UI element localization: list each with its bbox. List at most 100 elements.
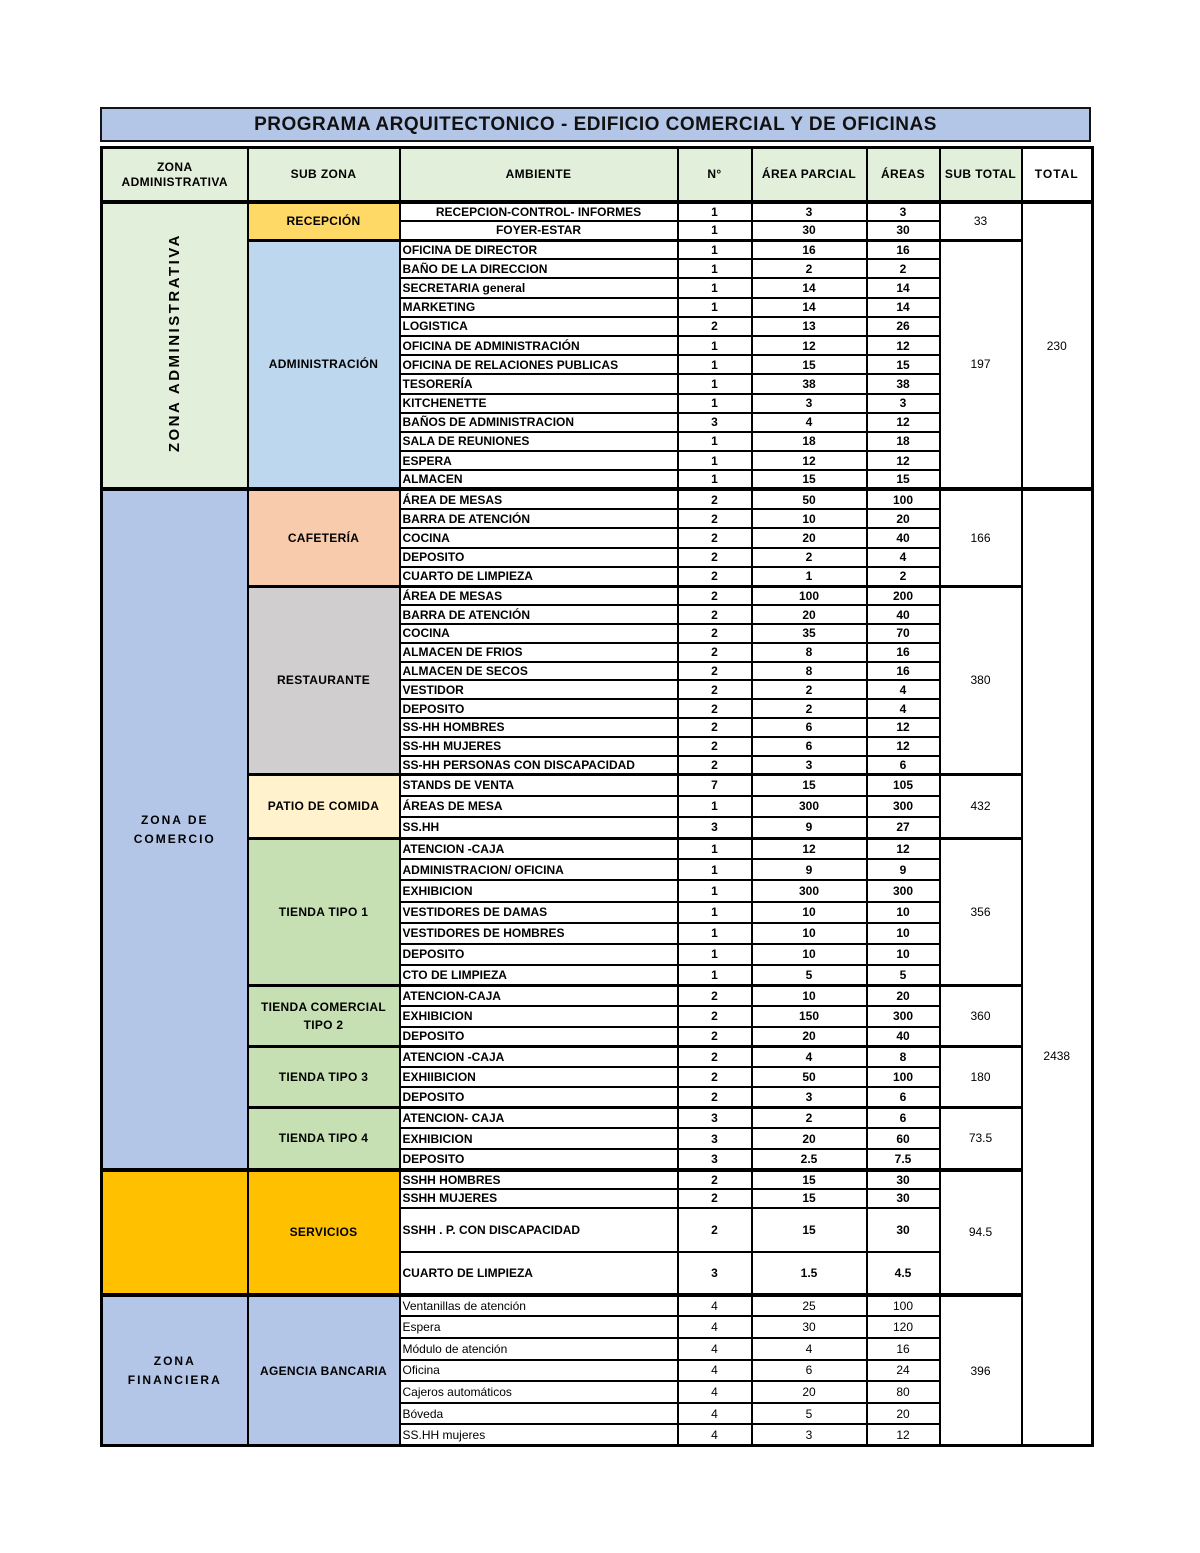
column-header-reas: ÁREAS bbox=[865, 146, 941, 203]
area-parcial-cell: 300 bbox=[750, 879, 868, 903]
subtotal-cell-agencia-bancaria: 396 bbox=[938, 1292, 1023, 1447]
ambiente-cell: OFICINA DE ADMINISTRACIÓN bbox=[398, 334, 679, 357]
table-row: BARRA DE ATENCIÓN 2 20 40 bbox=[102, 604, 1093, 625]
subtotal-cell-tienda-tipo-4: 73.5 bbox=[938, 1106, 1023, 1171]
area-parcial-cell: 20 bbox=[750, 1127, 868, 1151]
n-cell: 1 bbox=[676, 334, 753, 357]
zone-label: ZONA FINANCIERA bbox=[127, 1353, 222, 1387]
ambiente-cell: LOGISTICA bbox=[398, 315, 679, 337]
n-cell: 3 bbox=[676, 411, 753, 433]
ambiente-cell: OFICINA DE RELACIONES PUBLICAS bbox=[398, 354, 679, 376]
ambiente-cell: DEPOSITO bbox=[398, 1148, 679, 1171]
area-parcial-cell: 12 bbox=[750, 836, 868, 861]
subtotal-cell-patio-de-comida: 432 bbox=[938, 772, 1023, 840]
areas-cell: 12 bbox=[865, 450, 941, 472]
area-parcial-cell: 2 bbox=[750, 546, 868, 569]
areas-cell: 38 bbox=[865, 373, 941, 395]
areas-cell: 10 bbox=[865, 942, 941, 966]
subtotal-cell-tienda-tipo-1: 356 bbox=[938, 836, 1023, 987]
n-cell: 2 bbox=[676, 641, 753, 663]
ambiente-cell: ATENCION-CAJA bbox=[398, 984, 679, 1008]
n-cell: 1 bbox=[676, 921, 753, 945]
n-cell: 4 bbox=[676, 1401, 753, 1426]
areas-cell: 300 bbox=[865, 1005, 941, 1028]
table-row: TIENDA COMERCIAL TIPO 2 ATENCION-CAJA 2 10 2… bbox=[102, 984, 1093, 1048]
table-row: COCINA 2 35 70 bbox=[102, 622, 1093, 644]
table-row: ALMACEN DE FRIOS 2 8 16 bbox=[102, 641, 1093, 663]
n-cell: 3 bbox=[676, 1127, 753, 1151]
total-cell-comercio: 2438 bbox=[1020, 487, 1094, 1447]
column-header-rea-parcial: ÁREA PARCIAL bbox=[750, 146, 868, 203]
table-row: BARRA DE ATENCIÓN 2 10 20 bbox=[102, 507, 1093, 530]
area-parcial-cell: 2 bbox=[750, 1106, 868, 1130]
n-cell: 2 bbox=[676, 679, 753, 701]
n-cell: 2 bbox=[676, 1187, 753, 1209]
ambiente-cell: ÁREA DE MESAS bbox=[398, 487, 679, 510]
ambiente-cell: KITCHENETTE bbox=[398, 392, 679, 414]
area-parcial-cell: 8 bbox=[750, 660, 868, 682]
n-cell: 3 bbox=[676, 815, 753, 840]
area-parcial-cell: 6 bbox=[750, 716, 868, 738]
n-cell: 2 bbox=[676, 1086, 753, 1109]
areas-cell: 12 bbox=[865, 1423, 941, 1447]
areas-cell: 30 bbox=[865, 1187, 941, 1209]
ambiente-cell: COCINA bbox=[398, 527, 679, 549]
areas-cell: 12 bbox=[865, 716, 941, 738]
area-parcial-cell: 16 bbox=[750, 238, 868, 261]
areas-cell: 60 bbox=[865, 1127, 941, 1151]
n-cell: 2 bbox=[676, 1066, 753, 1089]
ambiente-cell: BAÑO DE LA DIRECCION bbox=[398, 258, 679, 280]
area-parcial-cell: 15 bbox=[750, 1206, 868, 1253]
table-row: SSHH MUJERES 2 15 30 bbox=[102, 1187, 1093, 1209]
table-row: FOYER-ESTAR 1 30 30 bbox=[102, 220, 1093, 241]
ambiente-cell: ALMACEN DE FRIOS bbox=[398, 641, 679, 663]
table-row: Espera 4 30 120 bbox=[102, 1315, 1093, 1339]
n-cell: 1 bbox=[676, 450, 753, 472]
subzone-cell-agencia-bancaria: AGENCIA BANCARIA bbox=[246, 1292, 401, 1447]
ambiente-cell: CUARTO DE LIMPIEZA bbox=[398, 565, 679, 588]
areas-cell: 24 bbox=[865, 1358, 941, 1383]
area-parcial-cell: 6 bbox=[750, 735, 868, 757]
areas-cell: 9 bbox=[865, 858, 941, 882]
ambiente-cell: ÁREAS DE MESA bbox=[398, 794, 679, 818]
table-row: Módulo de atención 4 4 16 bbox=[102, 1336, 1093, 1361]
areas-cell: 12 bbox=[865, 411, 941, 433]
ambiente-cell: Ventanillas de atención bbox=[398, 1292, 679, 1318]
area-parcial-cell: 3 bbox=[750, 1086, 868, 1109]
area-parcial-cell: 3 bbox=[750, 200, 868, 222]
ambiente-cell: ÁREA DE MESAS bbox=[398, 584, 679, 607]
areas-cell: 6 bbox=[865, 1086, 941, 1109]
areas-cell: 10 bbox=[865, 900, 941, 924]
area-parcial-cell: 15 bbox=[750, 354, 868, 376]
area-parcial-cell: 12 bbox=[750, 450, 868, 472]
table-row: RESTAURANTE ÁREA DE MESAS 2 100 200 380 bbox=[102, 584, 1093, 776]
subzone-cell-recepcion: RECEPCIÓN bbox=[246, 200, 401, 241]
table-row: ZONA DE COMERCIO CAFETERÍA ÁREA DE MESAS 2 5… bbox=[100, 487, 1094, 1447]
n-cell: 3 bbox=[676, 1250, 753, 1296]
table-row: ALMACEN DE SECOS 2 8 16 bbox=[102, 660, 1093, 682]
table-row: SS.HH 3 9 27 bbox=[102, 815, 1093, 840]
area-parcial-cell: 3 bbox=[750, 1423, 868, 1447]
table-row: CUARTO DE LIMPIEZA 2 1 2 bbox=[102, 565, 1093, 588]
ambiente-cell: BAÑOS DE ADMINISTRACION bbox=[398, 411, 679, 433]
area-parcial-cell: 30 bbox=[750, 220, 868, 241]
areas-cell: 16 bbox=[865, 1336, 941, 1361]
programa-arquitectonico-table: ZONA ADMINISTRATIVA SUB ZONA AMBIENTE N° ÁRE… bbox=[100, 146, 1094, 1448]
ambiente-cell: DEPOSITO bbox=[398, 698, 679, 719]
table-row: DEPOSITO 2 20 40 bbox=[102, 1025, 1093, 1048]
area-parcial-cell: 3 bbox=[750, 392, 868, 414]
table-row: VESTIDORES DE DAMAS 1 10 10 bbox=[102, 900, 1093, 924]
column-header-ambiente: AMBIENTE bbox=[398, 146, 679, 203]
n-cell: 2 bbox=[676, 754, 753, 776]
table-row: OFICINA DE RELACIONES PUBLICAS 1 15 15 bbox=[102, 354, 1093, 376]
ambiente-cell: SSHH HOMBRES bbox=[398, 1167, 679, 1190]
table-row: ADMINISTRACION/ OFICINA 1 9 9 bbox=[102, 858, 1093, 882]
table-row: SS-HH PERSONAS CON DISCAPACIDAD 2 3 6 bbox=[102, 754, 1093, 776]
areas-cell: 3 bbox=[865, 200, 941, 222]
ambiente-cell: SSHH . P. CON DISCAPACIDAD bbox=[398, 1206, 679, 1253]
areas-cell: 10 bbox=[865, 921, 941, 945]
n-cell: 2 bbox=[676, 984, 753, 1008]
ambiente-cell: STANDS DE VENTA bbox=[398, 772, 679, 797]
ambiente-cell: EXHIBICION bbox=[398, 1127, 679, 1151]
n-cell: 2 bbox=[676, 487, 753, 510]
